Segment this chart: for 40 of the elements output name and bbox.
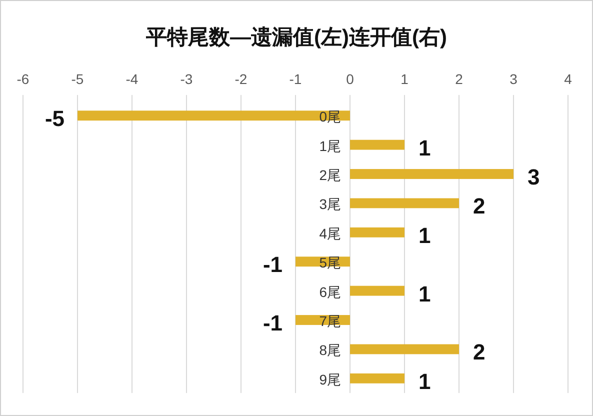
y-tick-label: 0尾 xyxy=(319,108,341,125)
x-tick-label: 1 xyxy=(400,71,409,87)
y-tick-label: 4尾 xyxy=(319,225,341,242)
data-label: 1 xyxy=(418,222,431,248)
bar xyxy=(350,140,404,150)
data-label: -5 xyxy=(44,106,64,132)
data-label: 1 xyxy=(418,135,431,160)
x-tick-label: -4 xyxy=(126,71,138,87)
data-label: 2 xyxy=(473,194,486,219)
data-label: 2 xyxy=(473,340,486,365)
y-tick-label: 3尾 xyxy=(319,196,341,212)
x-tick-label: -3 xyxy=(180,71,193,87)
chart-title: 平特尾数—遗漏值(左)连开值(右) xyxy=(145,26,447,49)
data-label: -1 xyxy=(262,252,282,278)
x-tick-label: 0 xyxy=(346,71,354,87)
bar xyxy=(350,373,404,384)
x-tick-label: -6 xyxy=(16,71,30,87)
bar xyxy=(350,198,459,208)
y-tick-label: 5尾 xyxy=(319,254,341,271)
y-tick-label: 8尾 xyxy=(319,342,341,358)
bar xyxy=(350,169,514,179)
x-tick-label: 3 xyxy=(510,71,518,87)
data-label: 1 xyxy=(418,281,431,306)
y-tick-label: 6尾 xyxy=(319,284,341,300)
bar xyxy=(350,227,404,238)
x-tick-label: 2 xyxy=(455,71,464,87)
data-label: -1 xyxy=(262,310,282,336)
y-tick-label: 9尾 xyxy=(319,371,341,388)
x-tick-label: -2 xyxy=(234,71,248,87)
data-label: 3 xyxy=(528,164,540,190)
x-tick-label: 4 xyxy=(564,71,572,87)
data-label: 1 xyxy=(418,368,431,394)
y-tick-label: 2尾 xyxy=(319,167,341,183)
x-tick-label: -1 xyxy=(289,71,302,87)
bar xyxy=(350,286,404,296)
bar xyxy=(78,110,350,121)
bar xyxy=(350,344,459,354)
x-tick-label: -5 xyxy=(71,71,84,87)
y-tick-label: 7尾 xyxy=(319,313,341,329)
y-tick-label: 1尾 xyxy=(319,138,341,154)
